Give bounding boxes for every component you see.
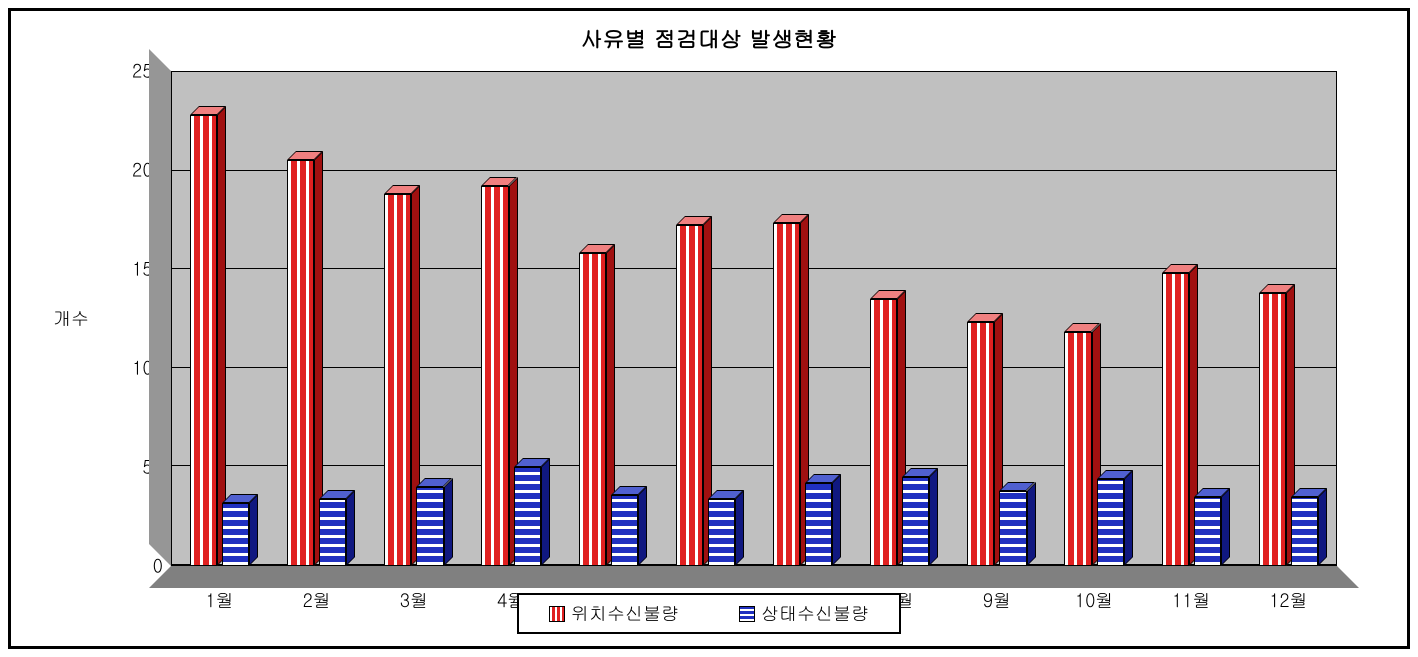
x-tick-label: 3월: [400, 588, 428, 613]
legend-label: 위치수신불량: [571, 601, 679, 626]
legend-swatch-icon: [739, 606, 755, 622]
bar: [708, 499, 735, 566]
bar: [416, 487, 443, 566]
bar: [514, 467, 541, 566]
bar: [319, 499, 346, 566]
bar: [1162, 273, 1189, 566]
bar: [190, 115, 217, 566]
chart-title: 사유별 점검대상 발생현황: [11, 11, 1407, 54]
bar: [773, 223, 800, 566]
side-wall: [149, 49, 171, 566]
bar: [579, 253, 606, 566]
legend-item-series-1: 위치수신불량: [549, 601, 679, 626]
bar: [481, 186, 508, 566]
floor: [171, 566, 1337, 588]
legend-swatch-icon: [549, 606, 565, 622]
bar: [999, 491, 1026, 566]
bar: [287, 160, 314, 566]
plot-area: 1월2월3월4월5월6월7월8월9월10월11월12월: [171, 71, 1337, 566]
bar: [384, 194, 411, 566]
x-tick-label: 2월: [303, 588, 331, 613]
y-axis-label: 개수: [41, 71, 101, 566]
legend-label: 상태수신불량: [761, 601, 869, 626]
x-tick-label: 12월: [1269, 588, 1308, 613]
x-tick-label: 9월: [983, 588, 1011, 613]
bar: [222, 503, 249, 566]
bar: [870, 299, 897, 566]
chart-area: 개수 050100150200250 1월2월3월4월5월6월7월8월9월10월…: [41, 71, 1377, 566]
x-tick-label: 10월: [1075, 588, 1114, 613]
bar: [611, 495, 638, 566]
bar: [1194, 497, 1221, 566]
bar: [1064, 332, 1091, 566]
bar: [676, 225, 703, 566]
bars-layer: [171, 71, 1337, 566]
bar: [967, 322, 994, 566]
bar: [805, 483, 832, 566]
bar: [902, 477, 929, 566]
bar: [1291, 497, 1318, 566]
legend-item-series-2: 상태수신불량: [739, 601, 869, 626]
x-tick-label: 1월: [205, 588, 233, 613]
chart-frame: 사유별 점검대상 발생현황 개수 050100150200250 1월2월3월4…: [8, 8, 1410, 649]
bar: [1259, 293, 1286, 566]
x-tick-label: 11월: [1172, 588, 1211, 613]
bar: [1097, 479, 1124, 566]
legend: 위치수신불량 상태수신불량: [517, 593, 901, 634]
